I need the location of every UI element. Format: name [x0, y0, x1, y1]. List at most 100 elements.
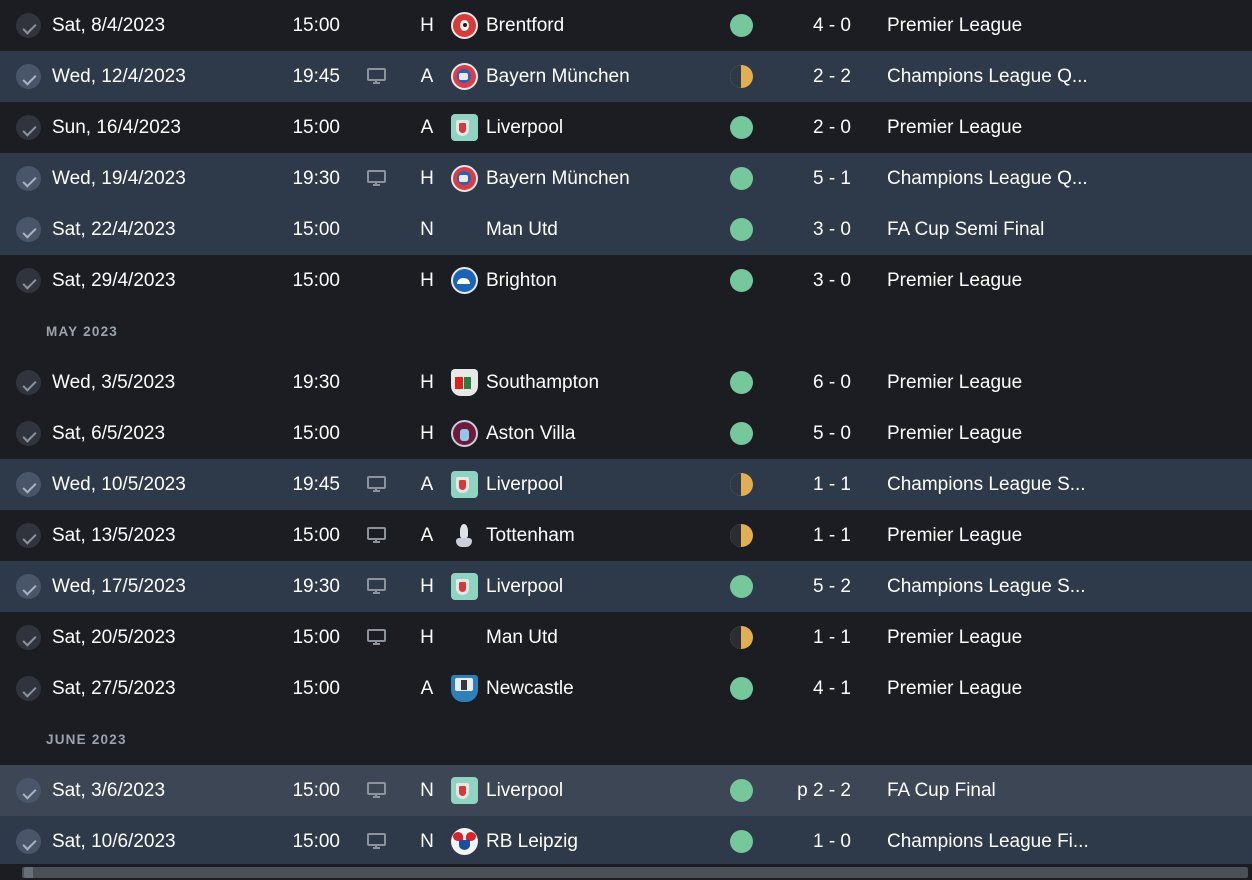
fixture-row[interactable]: Sat, 20/5/2023 15:00 H Man Utd 1 - 1 Premier … [0, 612, 1252, 663]
competition-name[interactable]: Premier League [887, 524, 1023, 546]
fixture-time: 19:45 [292, 473, 340, 495]
tv-icon [366, 476, 386, 493]
club-badge-icon [450, 369, 478, 396]
played-icon [16, 523, 41, 548]
opponent-name[interactable]: RB Leipzig [486, 830, 578, 852]
fixture-row[interactable]: Wed, 19/4/2023 19:30 H Bayern München 5 - 1 C… [0, 153, 1252, 204]
competition-name[interactable]: Champions League Q... [887, 65, 1088, 87]
month-header: JUNE 2023 [0, 714, 1252, 765]
opponent-name[interactable]: Liverpool [486, 473, 564, 495]
fixture-score[interactable]: 2 - 0 [812, 116, 851, 138]
fixture-score[interactable]: p 2 - 2 [797, 779, 851, 801]
fixture-row[interactable]: Sun, 16/4/2023 15:00 A Liverpool 2 - 0 Premie… [0, 102, 1252, 153]
fixture-time: 15:00 [292, 830, 340, 852]
competition-name[interactable]: Premier League [887, 14, 1023, 36]
club-badge-cell [442, 777, 486, 804]
fixture-score[interactable]: 5 - 0 [812, 422, 851, 444]
fixture-score[interactable]: 3 - 0 [812, 218, 851, 240]
month-header: MAY 2023 [0, 306, 1252, 357]
competition-name[interactable]: Premier League [887, 371, 1023, 393]
opponent-name[interactable]: Newcastle [486, 677, 574, 699]
fixture-row[interactable]: Wed, 10/5/2023 19:45 A Liverpool 1 - 1 Champi… [0, 459, 1252, 510]
fixture-row[interactable]: Sat, 10/6/2023 15:00 N RB Leipzig 1 - 0 Champ… [0, 816, 1252, 864]
fixture-score[interactable]: 5 - 2 [812, 575, 851, 597]
competition-name[interactable]: FA Cup Final [887, 779, 996, 801]
tv-icon [366, 833, 386, 850]
result-win-icon [729, 14, 753, 37]
fixture-time: 19:45 [292, 65, 340, 87]
fixture-row[interactable]: Sat, 6/5/2023 15:00 H Aston Villa 5 - 0 Premi… [0, 408, 1252, 459]
tv-cell [340, 833, 412, 850]
horizontal-scrollbar[interactable] [0, 864, 1252, 880]
club-badge-icon [450, 267, 478, 294]
opponent-name[interactable]: Man Utd [486, 626, 558, 648]
competition-name[interactable]: Champions League S... [887, 575, 1086, 597]
opponent-name[interactable]: Bayern München [486, 65, 630, 87]
fixture-date: Sat, 20/5/2023 [52, 626, 176, 648]
result-draw-icon [729, 65, 753, 88]
played-icon [16, 217, 41, 242]
tv-icon [366, 629, 386, 646]
opponent-name[interactable]: Man Utd [486, 218, 558, 240]
fixture-row[interactable]: Sat, 22/4/2023 15:00 N Man Utd 3 - 0 FA Cup S… [0, 204, 1252, 255]
fixture-score[interactable]: 1 - 0 [812, 830, 851, 852]
fixture-date: Sat, 3/6/2023 [52, 779, 166, 801]
competition-name[interactable]: Premier League [887, 422, 1023, 444]
fixture-score[interactable]: 1 - 1 [812, 524, 851, 546]
scrollbar-thumb[interactable] [22, 867, 1248, 878]
competition-name[interactable]: Champions League Q... [887, 167, 1088, 189]
fixture-row[interactable]: Sat, 8/4/2023 15:00 H Brentford 4 - 0 Premier… [0, 0, 1252, 51]
tv-icon [366, 527, 386, 544]
fixture-row[interactable]: Sat, 13/5/2023 15:00 A Tottenham 1 - 1 Premie… [0, 510, 1252, 561]
fixture-score[interactable]: 4 - 1 [812, 677, 851, 699]
competition-name[interactable]: Premier League [887, 626, 1023, 648]
venue-indicator: A [420, 116, 434, 138]
opponent-name[interactable]: Brighton [486, 269, 557, 291]
competition-name[interactable]: Premier League [887, 677, 1023, 699]
opponent-name[interactable]: Liverpool [486, 116, 564, 138]
fixture-date: Sat, 6/5/2023 [52, 422, 166, 444]
competition-name[interactable]: Premier League [887, 269, 1023, 291]
club-badge-icon [450, 63, 478, 90]
competition-name[interactable]: Champions League Fi... [887, 830, 1089, 852]
opponent-name[interactable]: Bayern München [486, 167, 630, 189]
opponent-name[interactable]: Brentford [486, 14, 565, 36]
fixture-row[interactable]: Sat, 27/5/2023 15:00 A Newcastle 4 - 1 Premie… [0, 663, 1252, 714]
scrollbar-left-cap[interactable] [24, 867, 33, 878]
opponent-name[interactable]: Liverpool [486, 779, 564, 801]
opponent-name[interactable]: Aston Villa [486, 422, 576, 444]
fixture-row[interactable]: Sat, 29/4/2023 15:00 H Brighton 3 - 0 Premier… [0, 255, 1252, 306]
fixture-score[interactable]: 2 - 2 [812, 65, 851, 87]
fixture-score[interactable]: 3 - 0 [812, 269, 851, 291]
tv-cell [340, 170, 412, 187]
fixture-date: Sun, 16/4/2023 [52, 116, 181, 138]
result-cell [711, 677, 771, 700]
fixture-score[interactable]: 6 - 0 [812, 371, 851, 393]
fixture-score[interactable]: 1 - 1 [812, 473, 851, 495]
fixture-row[interactable]: Wed, 12/4/2023 19:45 A Bayern München 2 - 2 C… [0, 51, 1252, 102]
fixture-time: 15:00 [292, 422, 340, 444]
result-cell [711, 218, 771, 241]
fixture-score[interactable]: 1 - 1 [812, 626, 851, 648]
result-win-icon [729, 269, 753, 292]
tv-cell [340, 629, 412, 646]
opponent-name[interactable]: Liverpool [486, 575, 564, 597]
result-win-icon [729, 575, 753, 598]
opponent-name[interactable]: Southampton [486, 371, 600, 393]
competition-name[interactable]: FA Cup Semi Final [887, 218, 1045, 240]
fixture-row[interactable]: Wed, 17/5/2023 19:30 H Liverpool 5 - 2 Champi… [0, 561, 1252, 612]
fixture-score[interactable]: 4 - 0 [812, 14, 851, 36]
venue-indicator: A [420, 473, 434, 495]
fixture-row[interactable]: Wed, 3/5/2023 19:30 H Southampton 6 - 0 Premi… [0, 357, 1252, 408]
club-badge-cell [442, 828, 486, 855]
opponent-name[interactable]: Tottenham [486, 524, 575, 546]
played-cell [16, 421, 48, 446]
fixture-row[interactable]: Sat, 3/6/2023 15:00 N Liverpool p 2 - 2 FA Cu… [0, 765, 1252, 816]
fixture-score[interactable]: 5 - 1 [812, 167, 851, 189]
club-badge-icon [450, 12, 478, 39]
competition-name[interactable]: Champions League S... [887, 473, 1086, 495]
competition-name[interactable]: Premier League [887, 116, 1023, 138]
result-cell [711, 575, 771, 598]
